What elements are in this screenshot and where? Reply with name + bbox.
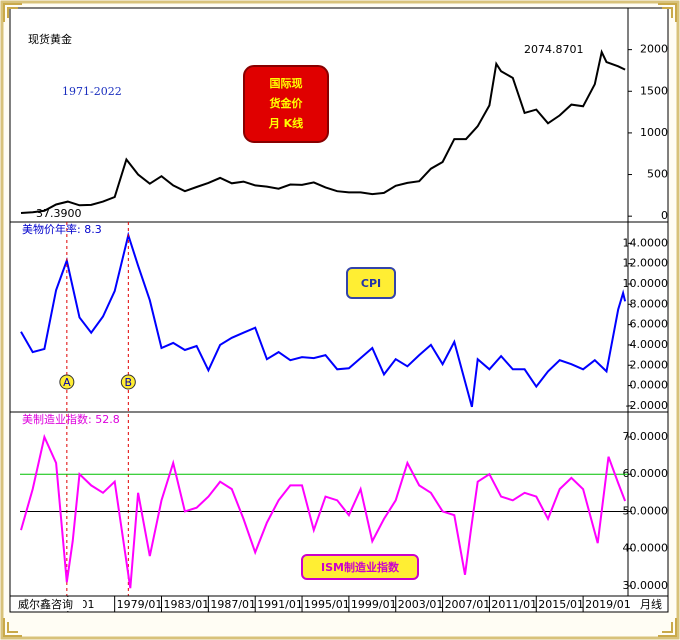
series-line xyxy=(20,231,627,408)
footer-left: 威尔鑫咨询 xyxy=(18,597,73,611)
y-tick-label: 30.0000 xyxy=(623,579,669,592)
x-tick-label: 2011/01 xyxy=(491,598,537,611)
y-tick-label: 60.0000 xyxy=(623,467,669,480)
period-label: 1971-2022 xyxy=(62,85,122,98)
marker-label: B xyxy=(125,376,133,389)
panel-title: 美物价年率: 8.3 xyxy=(22,222,102,236)
marker-badge xyxy=(120,374,136,390)
x-tick-label: 1995/01 xyxy=(304,598,350,611)
y-tick-label: 14.0000 xyxy=(623,236,669,249)
badge-text: CPI xyxy=(361,277,381,290)
annotation: 37.3900 xyxy=(36,207,82,220)
y-tick-label: 0 xyxy=(661,209,668,222)
y-tick-label: 0.0000 xyxy=(630,379,669,392)
y-tick-label: 70.0000 xyxy=(623,430,669,443)
corner-decor xyxy=(3,3,677,637)
y-tick-label: 40.0000 xyxy=(623,542,669,555)
badge-text: ISM制造业指数 xyxy=(321,560,400,574)
marker-badge xyxy=(59,374,75,390)
x-tick-label: 2019/01 xyxy=(585,598,631,611)
series-line xyxy=(20,49,626,214)
x-tick-label: 1999/01 xyxy=(351,598,397,611)
series-line xyxy=(20,433,627,589)
badge-box xyxy=(346,267,396,299)
panel-title: 美制造业指数: 52.8 xyxy=(22,412,120,426)
y-tick-label: 12.0000 xyxy=(623,257,669,270)
footer-right: 月线 xyxy=(640,597,662,611)
footer-box xyxy=(11,597,83,611)
y-tick-label: 10.0000 xyxy=(623,277,669,290)
y-tick-label: 6.0000 xyxy=(630,318,669,331)
x-tick-label: 2003/01 xyxy=(398,598,444,611)
panel-title: 现货黄金 xyxy=(28,32,72,46)
x-tick-label: 1983/01 xyxy=(164,598,210,611)
plot-frame xyxy=(9,7,669,613)
y-tick-label: 2.0000 xyxy=(630,358,669,371)
y-tick-label: -2.0000 xyxy=(626,399,668,412)
y-tick-label: 4.0000 xyxy=(630,338,669,351)
y-tick-label: 50.0000 xyxy=(623,504,669,517)
y-tick-label: 500 xyxy=(647,168,668,181)
badge-text: 国际现 xyxy=(270,76,303,90)
badge-box xyxy=(243,65,329,143)
marker-label: A xyxy=(63,376,71,389)
x-tick-label: 2007/01 xyxy=(445,598,491,611)
badge-box xyxy=(301,554,419,580)
x-tick-label: 1991/01 xyxy=(257,598,303,611)
badge-text: 月 K线 xyxy=(268,116,303,130)
x-tick-label: 2015/01 xyxy=(538,598,584,611)
y-tick-label: 2000 xyxy=(640,43,668,56)
y-tick-label: 1500 xyxy=(640,84,668,97)
x-tick-label: 1987/01 xyxy=(210,598,256,611)
badge-text: 货金价 xyxy=(269,96,304,110)
y-tick-label: 1000 xyxy=(640,126,668,139)
x-tick-label: 1979/01 xyxy=(117,598,163,611)
y-tick-label: 8.0000 xyxy=(630,297,669,310)
annotation: 2074.8701 xyxy=(524,43,584,56)
